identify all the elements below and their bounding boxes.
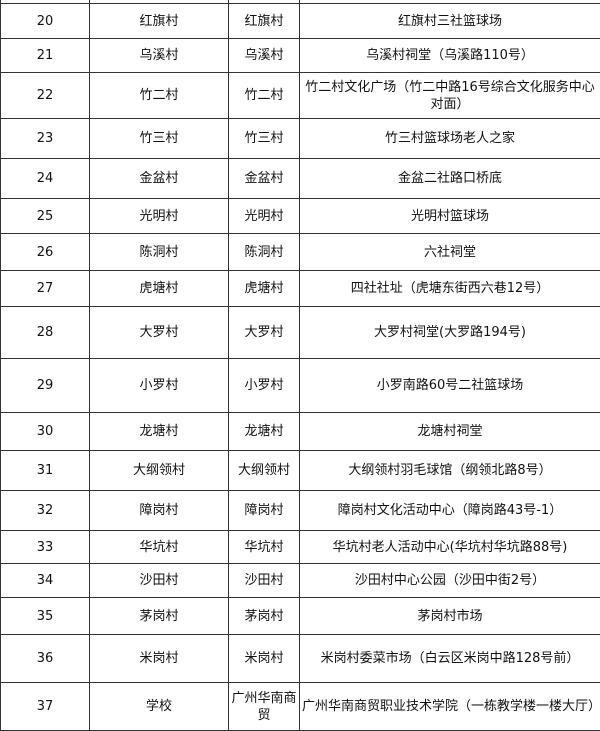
area-name: 茅岗村 <box>90 598 229 635</box>
unit-name: 华坑村 <box>229 531 300 564</box>
area-name: 红旗村 <box>90 4 229 39</box>
row-number: 21 <box>1 39 90 73</box>
area-name: 竹三村 <box>90 119 229 159</box>
unit-name: 障岗村 <box>229 491 300 531</box>
row-number: 23 <box>1 119 90 159</box>
site-address: 金盆二社路口桥底 <box>300 159 600 199</box>
site-address: 大纲领村羽毛球馆（纲领北路8号） <box>300 451 600 491</box>
site-address: 茅岗村市场 <box>300 598 600 635</box>
unit-name: 大纲领村 <box>229 451 300 491</box>
site-address: 竹三村篮球场老人之家 <box>300 119 600 159</box>
unit-name: 龙塘村 <box>229 413 300 451</box>
site-address: 障岗村文化活动中心（障岗路43号-1） <box>300 491 600 531</box>
area-name: 虎塘村 <box>90 271 229 307</box>
area-name: 大罗村 <box>90 307 229 359</box>
area-name: 竹二村 <box>90 73 229 119</box>
unit-name: 虎塘村 <box>229 271 300 307</box>
row-number: 31 <box>1 451 90 491</box>
site-address: 光明村篮球场 <box>300 199 600 234</box>
unit-name: 乌溪村 <box>229 39 300 73</box>
site-address: 米岗村委菜市场（白云区米岗中路128号前） <box>300 635 600 683</box>
area-name: 金盆村 <box>90 159 229 199</box>
site-address: 乌溪村祠堂（乌溪路110号） <box>300 39 600 73</box>
area-name: 沙田村 <box>90 564 229 598</box>
row-number: 33 <box>1 531 90 564</box>
area-name: 龙塘村 <box>90 413 229 451</box>
site-address: 红旗村三社篮球场 <box>300 4 600 39</box>
row-number: 30 <box>1 413 90 451</box>
area-name: 米岗村 <box>90 635 229 683</box>
unit-name: 竹三村 <box>229 119 300 159</box>
row-number: 34 <box>1 564 90 598</box>
site-address: 广州华南商贸职业技术学院（一栋教学楼一楼大厅） <box>300 683 600 731</box>
row-number: 37 <box>1 683 90 731</box>
row-number: 28 <box>1 307 90 359</box>
unit-name: 茅岗村 <box>229 598 300 635</box>
row-number: 36 <box>1 635 90 683</box>
unit-name: 红旗村 <box>229 4 300 39</box>
area-name: 障岗村 <box>90 491 229 531</box>
unit-name: 广州华南商贸 <box>229 683 300 731</box>
site-address: 华坑村老人活动中心(华坑村华坑路88号) <box>300 531 600 564</box>
row-number: 35 <box>1 598 90 635</box>
area-name: 乌溪村 <box>90 39 229 73</box>
area-name: 小罗村 <box>90 359 229 413</box>
unit-name: 大罗村 <box>229 307 300 359</box>
site-address: 龙塘村祠堂 <box>300 413 600 451</box>
area-name: 华坑村 <box>90 531 229 564</box>
row-number: 22 <box>1 73 90 119</box>
area-name: 光明村 <box>90 199 229 234</box>
area-name: 学校 <box>90 683 229 731</box>
site-address: 六社祠堂 <box>300 234 600 271</box>
unit-name: 金盆村 <box>229 159 300 199</box>
area-name: 大纲领村 <box>90 451 229 491</box>
area-name: 陈洞村 <box>90 234 229 271</box>
row-number: 32 <box>1 491 90 531</box>
row-number: 20 <box>1 4 90 39</box>
unit-name: 陈洞村 <box>229 234 300 271</box>
row-number: 27 <box>1 271 90 307</box>
site-address: 大罗村祠堂(大罗路194号) <box>300 307 600 359</box>
unit-name: 光明村 <box>229 199 300 234</box>
row-number: 24 <box>1 159 90 199</box>
unit-name: 米岗村 <box>229 635 300 683</box>
row-number: 25 <box>1 199 90 234</box>
site-address: 小罗南路60号二社篮球场 <box>300 359 600 413</box>
unit-name: 小罗村 <box>229 359 300 413</box>
row-number: 26 <box>1 234 90 271</box>
site-address: 竹二村文化广场（竹二中路16号综合文化服务中心对面） <box>300 73 600 119</box>
site-address: 四社社址（虎塘东街西六巷12号） <box>300 271 600 307</box>
site-address: 沙田村中心公园（沙田中街2号） <box>300 564 600 598</box>
row-number: 29 <box>1 359 90 413</box>
unit-name: 沙田村 <box>229 564 300 598</box>
unit-name: 竹二村 <box>229 73 300 119</box>
